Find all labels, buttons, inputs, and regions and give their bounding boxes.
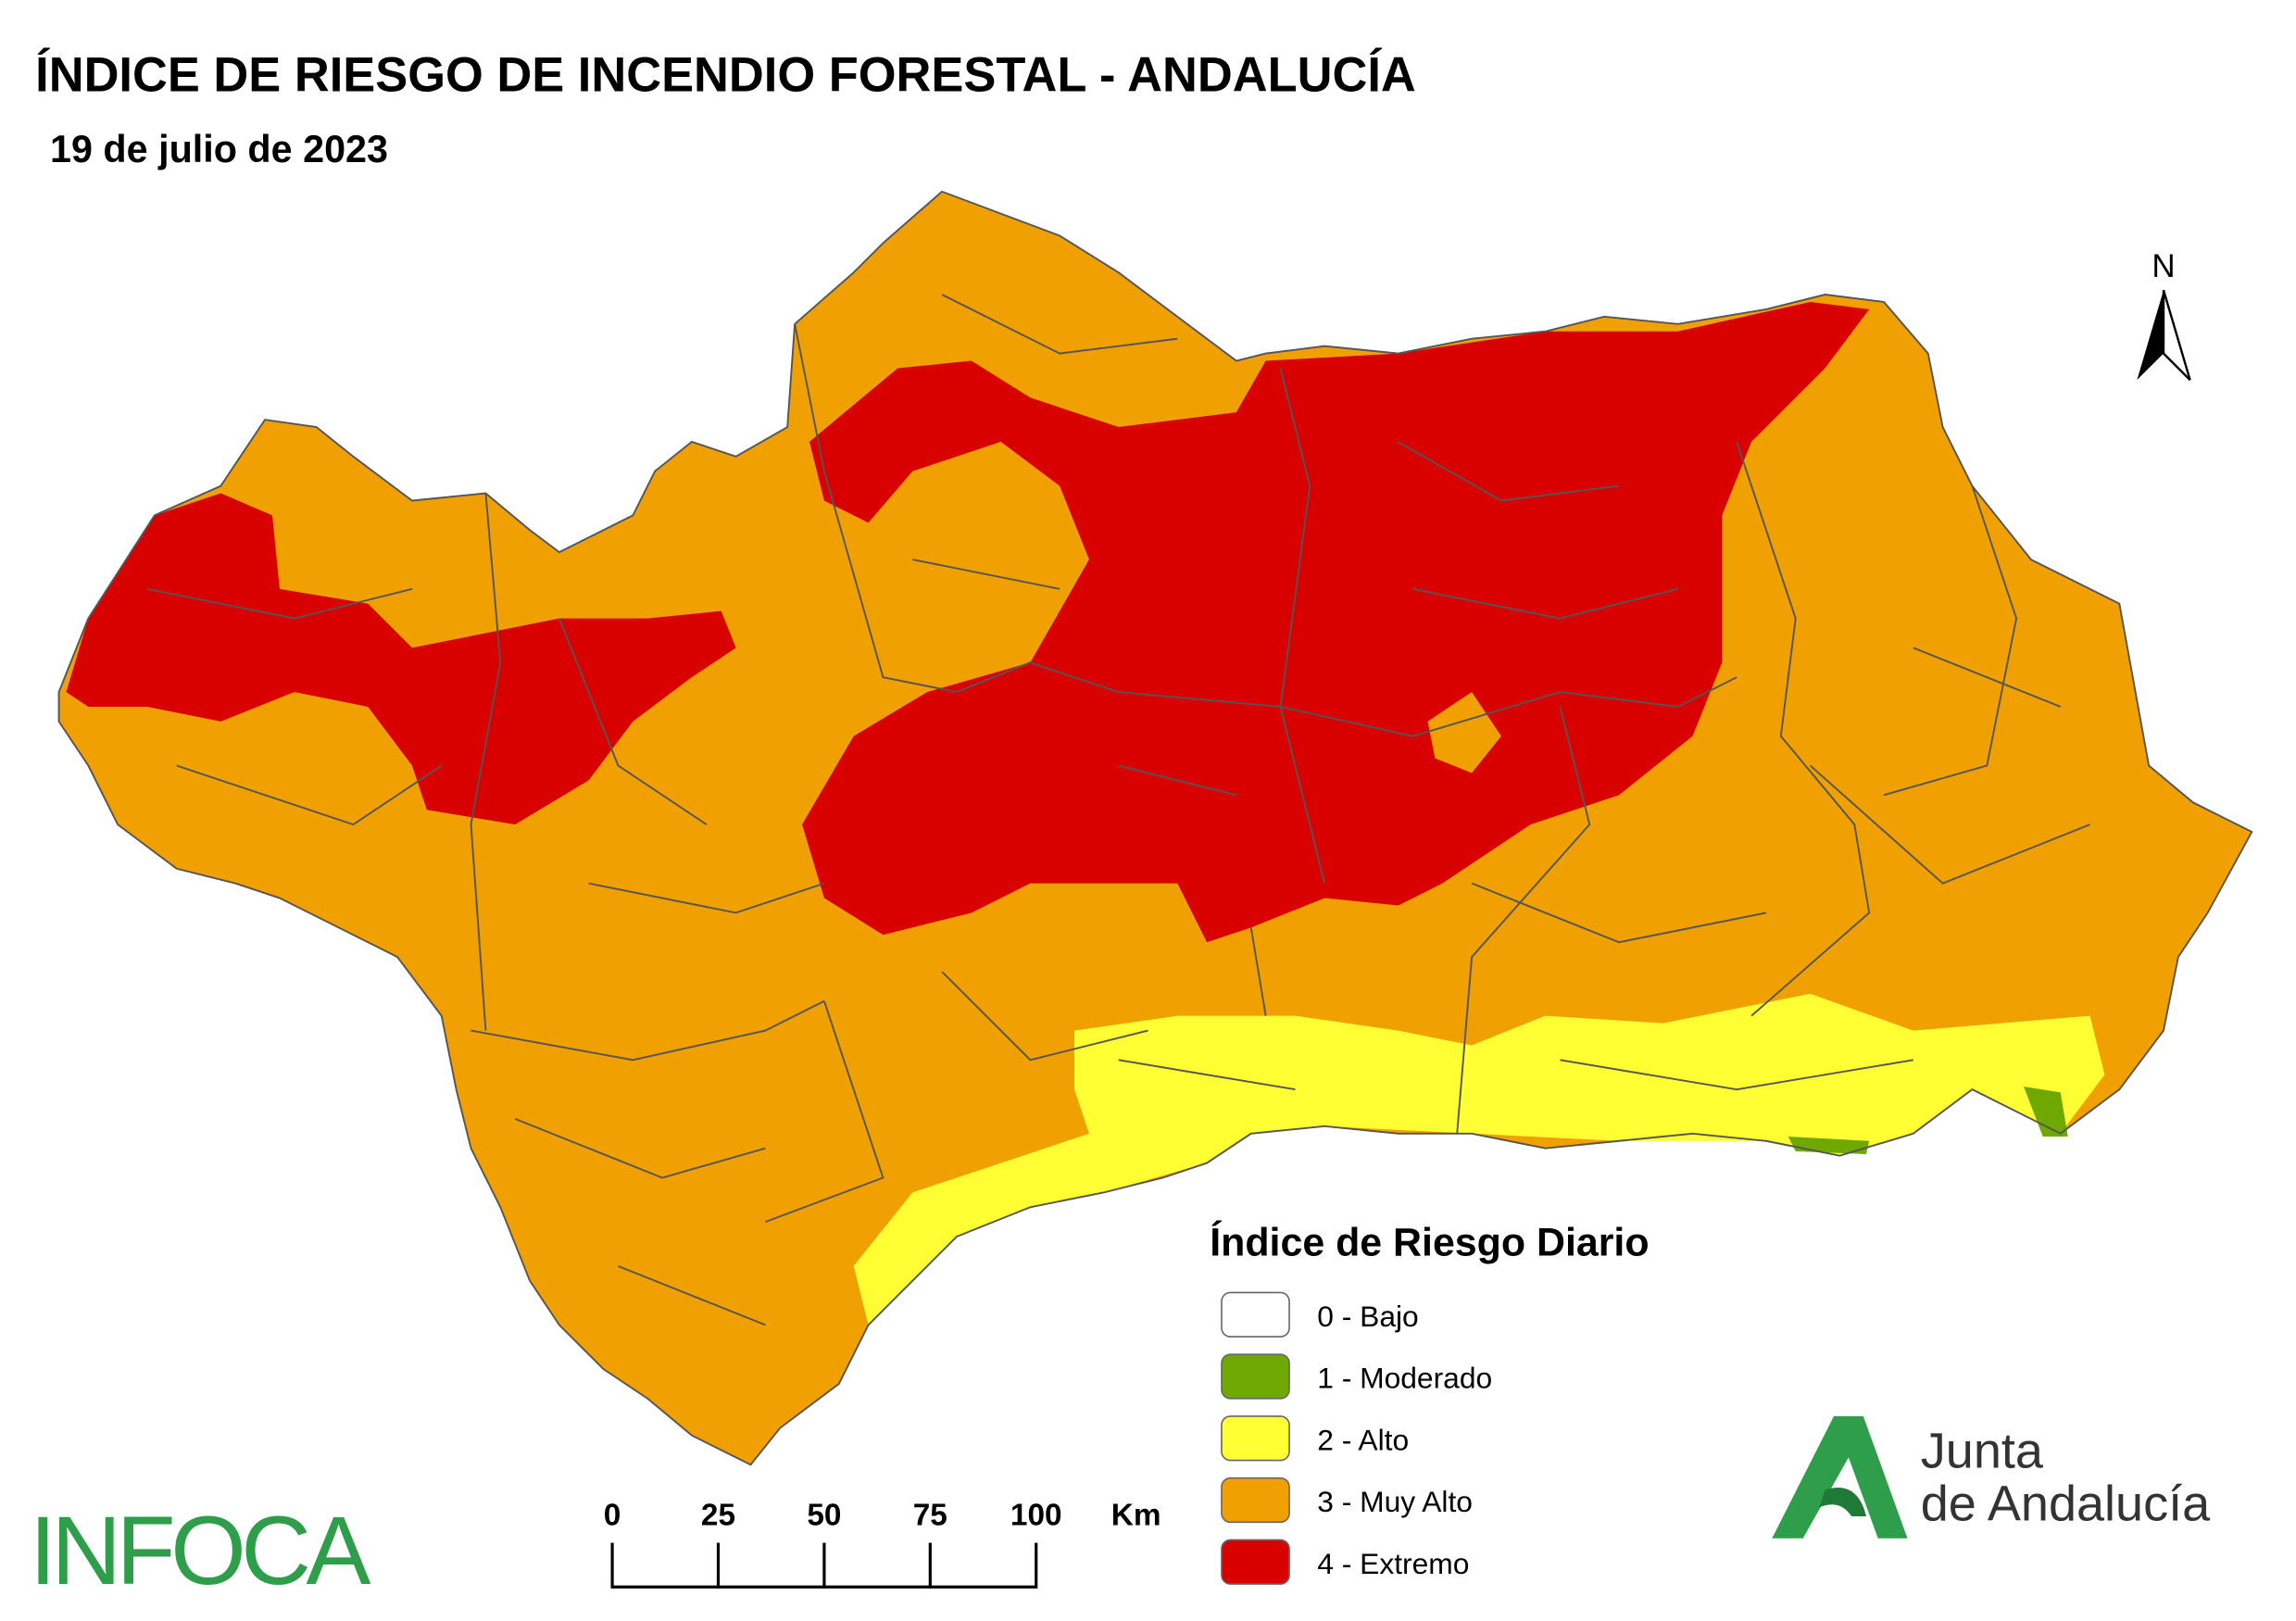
title: ÍNDICE DE RIESGO DE INCENDIO FORESTAL - … xyxy=(35,49,1416,103)
region-extremo-central xyxy=(802,301,1870,943)
legend-label: 0 - Bajo xyxy=(1317,1300,1418,1333)
municipal-borders xyxy=(146,294,2090,1326)
scale-label: 50 xyxy=(807,1499,841,1533)
region-extremo-west xyxy=(66,493,736,825)
legend-swatch xyxy=(1221,1476,1290,1524)
legend-swatch xyxy=(1221,1291,1290,1338)
north-arrow: N xyxy=(2137,248,2191,382)
junta-logo: Junta de Andalucía xyxy=(1772,1415,2211,1539)
legend-label: 1 - Moderado xyxy=(1317,1362,1492,1395)
legend-label: 2 - Alto xyxy=(1317,1423,1409,1456)
legend-label: 4 - Extremo xyxy=(1317,1547,1469,1580)
legend-label: 3 - Muy Alto xyxy=(1317,1485,1473,1518)
map xyxy=(57,190,2253,1466)
legend-swatch xyxy=(1221,1415,1290,1462)
junta-emblem xyxy=(1772,1415,1908,1539)
junta-text: Junta xyxy=(1921,1424,2044,1479)
date: 19 de julio de 2023 xyxy=(50,128,388,170)
legend: Índice de Riesgo Diario 0 - Bajo 1 - Mode… xyxy=(1210,1221,1650,1585)
scale-label: 75 xyxy=(913,1499,947,1533)
region-alto-coast xyxy=(853,993,2105,1326)
north-label: N xyxy=(2152,248,2175,284)
province-borders xyxy=(470,323,2018,1224)
region-muy-alto-island xyxy=(1427,692,1501,773)
scale-bar: Km 0 25 50 75 100 xyxy=(604,1499,1161,1589)
scale-label: 25 xyxy=(701,1499,735,1533)
legend-swatch xyxy=(1221,1353,1290,1400)
scale-label: 100 xyxy=(1010,1499,1062,1533)
junta-text: de Andalucía xyxy=(1921,1476,2211,1532)
arrow-right xyxy=(2162,289,2191,382)
legend-title: Índice de Riesgo Diario xyxy=(1210,1221,1649,1265)
legend-swatch xyxy=(1221,1539,1290,1585)
scale-unit: Km xyxy=(1111,1499,1161,1533)
junta-emblem-inner xyxy=(1819,1487,1866,1516)
outline xyxy=(57,190,2253,1466)
scale-label: 0 xyxy=(604,1499,621,1533)
region-moderado xyxy=(2024,1086,2068,1137)
infoca-logo: INFOCA xyxy=(30,1497,371,1605)
